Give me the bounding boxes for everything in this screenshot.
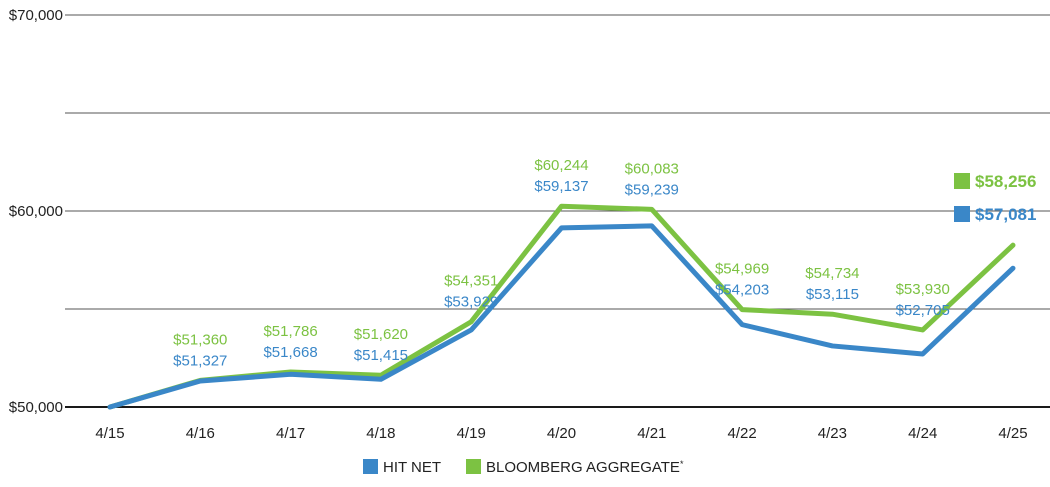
- y-tick-label: $60,000: [9, 203, 63, 220]
- x-tick-label: 4/17: [276, 425, 305, 442]
- x-axis-ticks: 4/15 4/16 4/17 4/18 4/19 4/20 4/21 4/22 4/23 4/24…: [95, 425, 1027, 442]
- y-tick-label: $50,000: [9, 399, 63, 416]
- y-tick-label: $70,000: [9, 7, 63, 24]
- data-label-bloomberg: $54,734: [805, 265, 859, 282]
- x-tick-label: 4/21: [637, 425, 666, 442]
- x-tick-label: 4/19: [457, 425, 486, 442]
- y-axis-ticks: $70,000 $60,000 $50,000: [9, 7, 63, 416]
- x-tick-label: 4/25: [998, 425, 1027, 442]
- data-label-hit-net: $54,203: [715, 282, 769, 299]
- series-line-hit-net: [107, 223, 1016, 410]
- legend: HIT NET BLOOMBERG AGGREGATE*: [363, 459, 684, 476]
- data-labels: $51,360 $51,327 $51,786 $51,668 $51,620 $51,4…: [173, 157, 950, 369]
- x-tick-label: 4/22: [727, 425, 756, 442]
- data-label-hit-net: $59,239: [625, 181, 679, 198]
- data-label-bloomberg: $60,244: [534, 157, 588, 174]
- series-lines: [107, 203, 1016, 410]
- legend-swatch: [466, 459, 481, 474]
- end-label-bloomberg: $58,256: [975, 172, 1036, 191]
- legend-swatch: [363, 459, 378, 474]
- legend-item-hit-net: HIT NET: [363, 459, 441, 476]
- data-label-bloomberg: $51,620: [354, 326, 408, 343]
- x-tick-label: 4/24: [908, 425, 937, 442]
- x-tick-label: 4/15: [95, 425, 124, 442]
- data-label-hit-net: $59,137: [534, 178, 588, 195]
- data-label-bloomberg: $54,351: [444, 273, 498, 290]
- data-label-hit-net: $51,668: [263, 344, 317, 361]
- legend-label: BLOOMBERG AGGREGATE*: [486, 459, 684, 476]
- data-label-bloomberg: $53,930: [896, 281, 950, 298]
- legend-label: HIT NET: [383, 459, 441, 476]
- data-label-hit-net: $51,415: [354, 347, 408, 364]
- data-label-hit-net: $51,327: [173, 352, 227, 369]
- x-tick-label: 4/16: [186, 425, 215, 442]
- end-value-badges: $58,256 $57,081: [954, 172, 1036, 224]
- x-tick-label: 4/18: [366, 425, 395, 442]
- data-label-bloomberg: $51,360: [173, 331, 227, 348]
- data-label-hit-net: $53,929: [444, 294, 498, 311]
- end-label-swatch: [954, 206, 970, 222]
- end-label-hit-net: $57,081: [975, 205, 1036, 224]
- data-label-hit-net: $53,115: [806, 286, 859, 303]
- legend-item-bloomberg: BLOOMBERG AGGREGATE*: [466, 459, 684, 476]
- end-label-swatch: [954, 173, 970, 189]
- x-tick-label: 4/23: [818, 425, 847, 442]
- data-label-bloomberg: $60,083: [625, 160, 679, 177]
- data-label-bloomberg: $51,786: [263, 323, 317, 340]
- data-label-hit-net: $52,705: [896, 302, 950, 319]
- data-label-bloomberg: $54,969: [715, 261, 769, 278]
- x-tick-label: 4/20: [547, 425, 576, 442]
